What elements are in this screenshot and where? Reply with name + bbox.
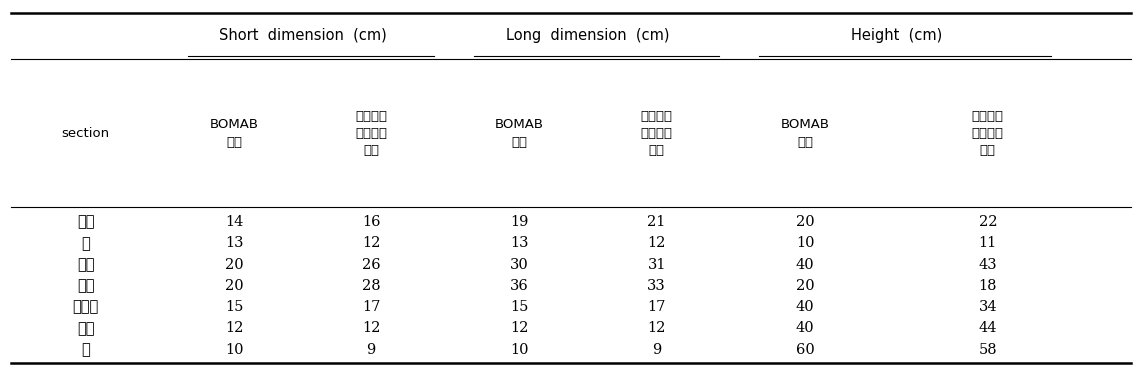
Text: BOMAB
팬텀: BOMAB 팬텀 [210,118,258,149]
Text: 34: 34 [979,300,997,314]
Text: 17: 17 [362,300,380,314]
Text: 60: 60 [796,343,814,357]
Text: 11: 11 [979,236,997,250]
Text: 28: 28 [362,279,380,293]
Text: 13: 13 [510,236,529,250]
Text: 다리: 다리 [77,321,95,336]
Text: 15: 15 [225,300,243,314]
Text: 40: 40 [796,300,814,314]
Text: 13: 13 [225,236,243,250]
Text: 9: 9 [367,343,376,357]
Text: 목: 목 [81,236,90,251]
Text: 17: 17 [648,300,666,314]
Text: 머리: 머리 [77,215,95,229]
Text: 한국표준
성인남성
팬텀: 한국표준 성인남성 팬텀 [641,110,673,157]
Text: Height  (cm): Height (cm) [851,28,942,43]
Text: 10: 10 [796,236,814,250]
Text: 복부: 복부 [77,278,95,293]
Text: 흙부: 흙부 [77,257,95,272]
Text: 30: 30 [510,258,529,272]
Text: 12: 12 [510,322,529,335]
Text: 20: 20 [796,279,814,293]
Text: 21: 21 [648,215,666,229]
Text: 한국표준
성인남성
팬텀: 한국표준 성인남성 팬텀 [972,110,1004,157]
Text: 58: 58 [979,343,997,357]
Text: 16: 16 [362,215,380,229]
Text: Short  dimension  (cm): Short dimension (cm) [219,28,386,43]
Text: 20: 20 [225,279,243,293]
Text: 9: 9 [652,343,661,357]
Text: 14: 14 [225,215,243,229]
Text: 43: 43 [979,258,997,272]
Text: 12: 12 [225,322,243,335]
Text: 12: 12 [648,236,666,250]
Text: 12: 12 [362,322,380,335]
Text: BOMAB
팬텀: BOMAB 팬텀 [496,118,544,149]
Text: 20: 20 [796,215,814,229]
Text: Long  dimension  (cm): Long dimension (cm) [506,28,670,43]
Text: 허백지: 허백지 [73,300,98,314]
Text: 한국표준
성인남성
팬텀: 한국표준 성인남성 팬텀 [355,110,387,157]
Text: 18: 18 [979,279,997,293]
Text: 26: 26 [362,258,380,272]
Text: 15: 15 [510,300,529,314]
Text: 10: 10 [225,343,243,357]
Text: 36: 36 [510,279,529,293]
Text: BOMAB
팬텀: BOMAB 팬텀 [781,118,829,149]
Text: 10: 10 [510,343,529,357]
Text: 팔: 팔 [81,342,90,357]
Text: 40: 40 [796,322,814,335]
Text: 22: 22 [979,215,997,229]
Text: section: section [62,127,110,140]
Text: 12: 12 [648,322,666,335]
Text: 20: 20 [225,258,243,272]
Text: 19: 19 [510,215,529,229]
Text: 40: 40 [796,258,814,272]
Text: 44: 44 [979,322,997,335]
Text: 31: 31 [648,258,666,272]
Text: 12: 12 [362,236,380,250]
Text: 33: 33 [648,279,666,293]
